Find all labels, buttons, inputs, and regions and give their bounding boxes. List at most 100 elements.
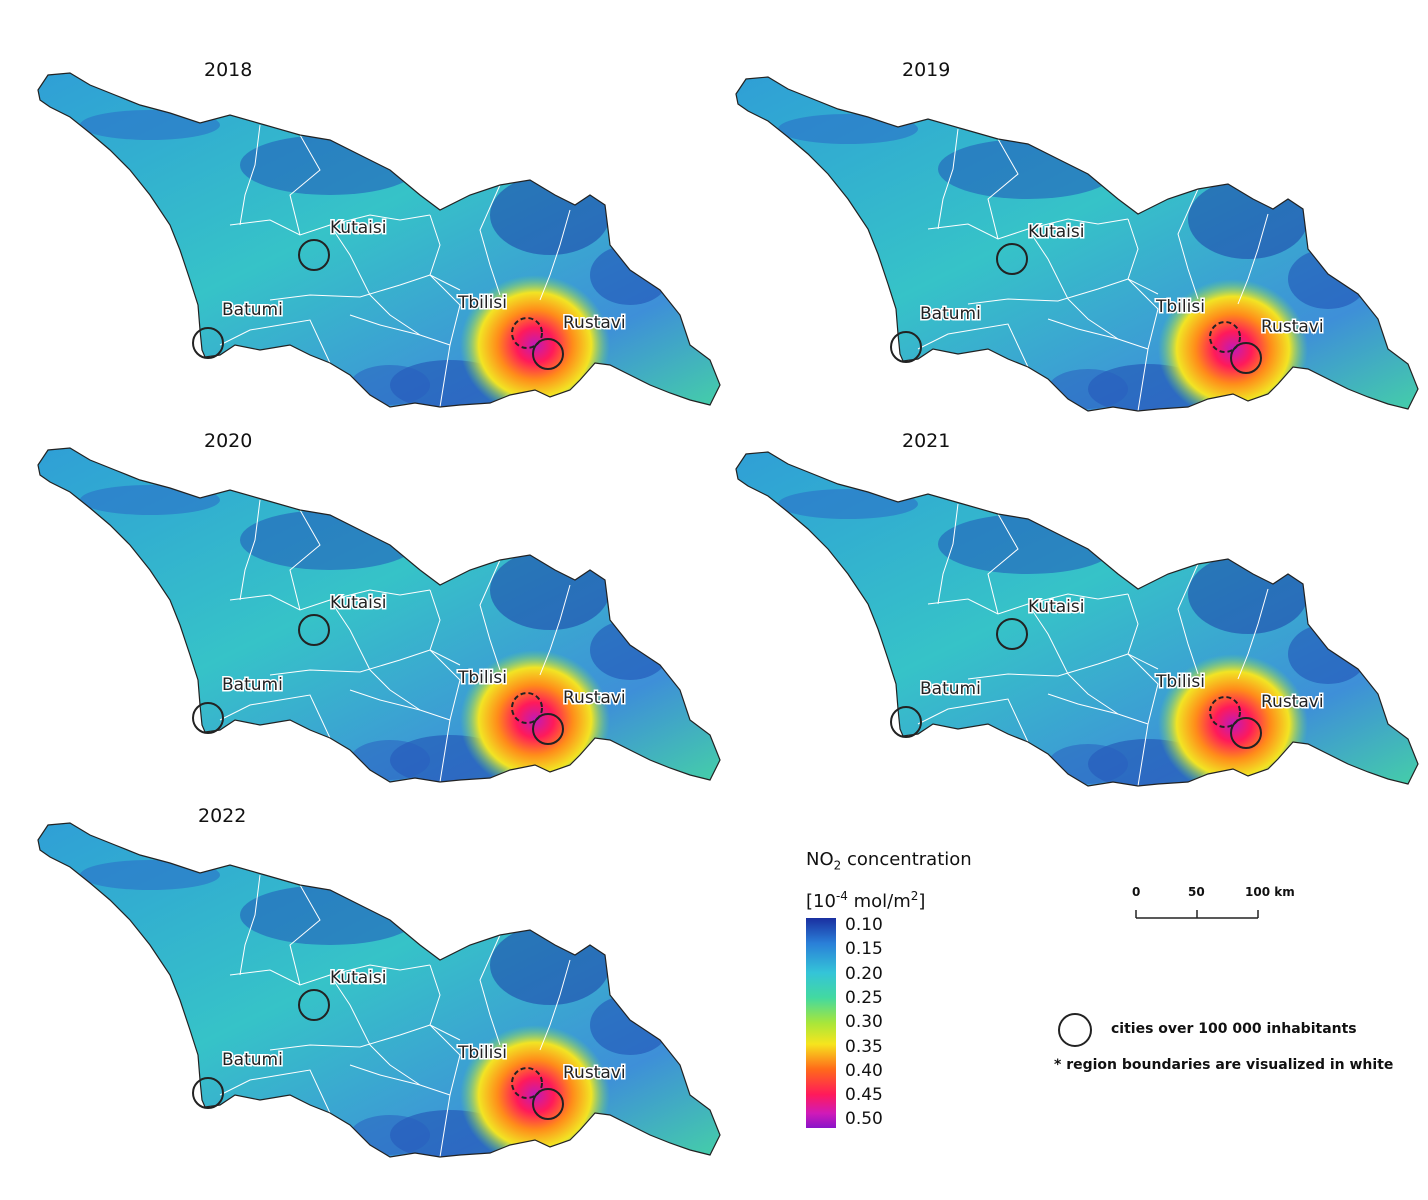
city-label-rustavi: Rustavi xyxy=(1261,692,1324,712)
map-panel-2019: Kutaisi Batumi Tbilisi Rustavi 2019 xyxy=(728,45,1428,425)
city-label-rustavi: Rustavi xyxy=(1261,317,1324,337)
city-label-batumi: Batumi xyxy=(222,675,283,695)
low-concentration-area xyxy=(350,1115,430,1155)
legend-tick-label: 0.20 xyxy=(845,963,883,984)
low-concentration-area xyxy=(1048,744,1128,784)
region-boundary xyxy=(239,499,261,601)
low-concentration-area xyxy=(1288,624,1368,684)
region-boundary xyxy=(937,128,959,230)
city-circle-tbilisi xyxy=(1209,321,1241,353)
region-boundary xyxy=(1177,188,1199,300)
region-boundary xyxy=(1237,213,1269,305)
scale-label-100: 100 km xyxy=(1245,885,1295,899)
legend-title-sub: 2 xyxy=(833,858,842,873)
legend-tick-label: 0.50 xyxy=(845,1109,883,1130)
region-boundary xyxy=(239,874,261,976)
region-boundary xyxy=(429,964,461,1041)
legend-title-no: NO xyxy=(806,849,834,870)
low-concentration-area xyxy=(80,860,220,890)
region-boundary xyxy=(219,1069,331,1114)
city-label-kutaisi: Kutaisi xyxy=(330,968,386,988)
year-label: 2019 xyxy=(902,59,951,81)
city-circle-batumi xyxy=(192,702,224,734)
city-circle-tbilisi xyxy=(511,692,543,724)
city-circle-rustavi xyxy=(532,338,564,370)
city-circle-kutaisi xyxy=(996,243,1028,275)
country-outline xyxy=(37,447,721,783)
low-concentration-area xyxy=(350,740,430,780)
region-boundary xyxy=(289,134,321,236)
region-boundary xyxy=(289,509,321,611)
country-outline xyxy=(37,822,721,1158)
legend-tick-label: 0.10 xyxy=(845,915,883,935)
city-circle-rustavi xyxy=(1230,717,1262,749)
country-outline xyxy=(37,72,721,408)
region-boundary xyxy=(987,513,1019,615)
legend-title: NO2 concentration [10-4 mol/m2] xyxy=(806,845,972,917)
city-label-batumi: Batumi xyxy=(222,1050,283,1070)
low-concentration-area xyxy=(938,514,1118,574)
city-circle-kutaisi xyxy=(298,614,330,646)
low-concentration-area xyxy=(778,489,918,519)
region-boundary xyxy=(349,1064,451,1096)
city-circle-batumi xyxy=(192,1077,224,1109)
country-outline xyxy=(735,76,1419,412)
city-label-batumi: Batumi xyxy=(222,300,283,320)
region-boundary xyxy=(429,1024,461,1158)
region-boundary xyxy=(239,124,261,226)
low-concentration-area xyxy=(80,110,220,140)
low-concentration-area xyxy=(1188,179,1308,259)
region-boundary xyxy=(539,584,571,676)
low-concentration-area xyxy=(240,135,420,195)
region-boundary xyxy=(269,1024,431,1051)
scale-label-0: 0 xyxy=(1132,885,1141,899)
legend-tick-label: 0.45 xyxy=(845,1085,883,1106)
region-boundary xyxy=(269,649,431,676)
city-label-kutaisi: Kutaisi xyxy=(330,593,386,613)
year-label: 2022 xyxy=(198,805,247,827)
map-panel-2022: Kutaisi Batumi Tbilisi Rustavi 2022 xyxy=(30,795,750,1175)
map-panel-2020: Kutaisi Batumi Tbilisi Rustavi 2020 xyxy=(30,420,750,800)
low-concentration-area xyxy=(490,175,610,255)
low-concentration-area xyxy=(240,885,420,945)
city-label-tbilisi: Tbilisi xyxy=(1155,297,1205,317)
city-label-rustavi: Rustavi xyxy=(563,313,626,333)
regions-note: * region boundaries are visualized in wh… xyxy=(1054,1057,1394,1073)
legend-unit-a: [10 xyxy=(806,890,836,912)
region-boundary xyxy=(1127,593,1159,670)
legend-unit-sup: -4 xyxy=(835,888,848,903)
region-boundary xyxy=(349,314,451,346)
region-boundary xyxy=(987,138,1019,240)
region-boundary xyxy=(539,959,571,1051)
low-concentration-area xyxy=(590,245,670,305)
region-boundary xyxy=(917,323,1029,368)
low-concentration-area xyxy=(350,365,430,405)
region-boundary xyxy=(1237,588,1269,680)
legend-tick-label: 0.25 xyxy=(845,987,883,1008)
region-boundary xyxy=(967,653,1129,680)
region-boundary xyxy=(329,974,421,1086)
legend-title-rest: concentration xyxy=(841,849,972,870)
region-boundary xyxy=(429,589,461,666)
city-circle-icon xyxy=(1058,1013,1092,1047)
city-circle-batumi xyxy=(192,327,224,359)
region-boundary xyxy=(329,599,421,711)
region-boundary xyxy=(479,559,501,671)
low-concentration-area xyxy=(778,114,918,144)
region-boundary xyxy=(1177,563,1199,675)
region-boundary xyxy=(289,884,321,986)
region-boundary xyxy=(1027,228,1119,340)
city-circle-kutaisi xyxy=(996,618,1028,650)
legend-tick-label: 0.35 xyxy=(845,1036,883,1057)
region-boundary xyxy=(429,649,461,783)
city-label-rustavi: Rustavi xyxy=(563,688,626,708)
city-circle-tbilisi xyxy=(511,1067,543,1099)
legend-unit-b: mol/m xyxy=(847,890,911,912)
region-boundary xyxy=(1027,603,1119,715)
city-circle-rustavi xyxy=(1230,342,1262,374)
region-boundary xyxy=(1047,318,1149,350)
no2-map: Kutaisi Batumi Tbilisi Rustavi xyxy=(37,72,721,408)
region-boundary xyxy=(539,209,571,301)
city-label-tbilisi: Tbilisi xyxy=(457,1043,507,1063)
legend-unit-c: ] xyxy=(918,890,926,912)
